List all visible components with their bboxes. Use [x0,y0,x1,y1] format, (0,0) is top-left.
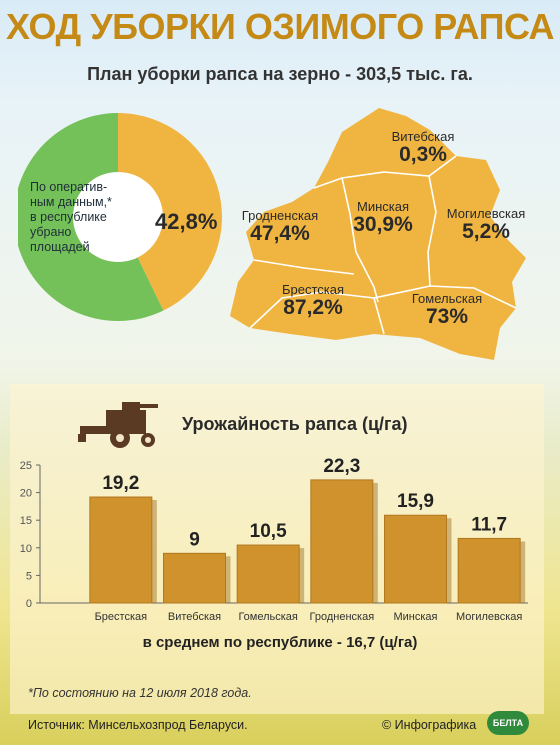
region-percent: 87,2% [283,296,343,319]
y-tick-label: 15 [20,515,32,527]
plan-subtitle: План уборки рапса на зерно - 303,5 тыс. … [87,64,473,84]
page-title: ХОД УБОРКИ ОЗИМОГО РАПСА [5,6,555,47]
bar-value-label: 19,2 [102,473,139,494]
donut-note-line: в республике [30,210,107,224]
donut-hole [73,172,163,262]
donut-note-line: По оператив- [30,180,108,194]
belarus-map [230,108,526,360]
region-grodno: Гродненская 47,4% [230,208,330,245]
category-label: Гродненская [310,611,375,623]
region-minsk: Минская 30,9% [338,199,428,236]
category-label: Гомельская [238,611,297,623]
region-name: Могилевская [446,206,526,221]
category-label: Витебская [168,611,221,623]
chart-title: Урожайность рапса (ц/га) [182,414,408,434]
region-name: Брестская [281,282,345,297]
belta-logo: БЕЛТА [487,711,529,735]
donut-note-line: площадей [30,240,90,254]
source-note: Источник: Минсельхозпрод Беларуси. [28,718,248,732]
bar-value-label: 9 [189,529,200,550]
region-name: Минская [356,199,409,214]
y-tick-label: 10 [20,543,32,555]
bar [310,479,374,604]
donut-harvested-slice [118,113,223,311]
bar-value-label: 22,3 [323,456,360,477]
average-yield: в среднем по республике - 16,7 (ц/га) [142,634,418,651]
bar-value-label: 10,5 [250,521,287,542]
category-label: Могилевская [456,611,522,623]
harvest-donut-chart [18,113,223,321]
region-name: Гомельская [411,291,483,306]
combine-harvester-icon [78,402,158,448]
region-borders [249,155,517,335]
region-vitebsk: Витебская 0,3% [383,129,463,166]
bar [89,496,153,604]
donut-percent-label: 42,8% [155,209,218,234]
region-name: Витебская [391,129,455,144]
region-percent: 5,2% [462,220,510,243]
region-mogilev: Могилевская 5,2% [436,206,536,243]
belarus-outline [230,108,526,360]
donut-note-line: ным данным,* [30,195,112,209]
bar [457,537,521,604]
infographic-credit: © Инфографика [382,718,477,732]
category-label: Минская [393,611,437,623]
bar [384,514,447,604]
y-tick-label: 20 [20,488,32,500]
region-gomel: Гомельская 73% [402,291,492,328]
region-name: Гродненская [241,208,319,223]
donut-note-line: убрано [30,225,72,239]
y-tick-label: 25 [20,460,32,472]
bar [163,552,226,604]
y-tick-label: 0 [26,598,32,610]
region-percent: 47,4% [250,222,310,245]
footnote: *По состоянию на 12 июля 2018 года. [28,686,252,700]
bar-value-label: 15,9 [397,491,434,512]
donut-note: По оператив- ным данным,* в республике у… [30,180,132,255]
region-percent: 30,9% [353,213,413,236]
region-percent: 0,3% [399,143,447,166]
bar-value-label: 11,7 [471,514,507,535]
y-tick-label: 5 [26,570,32,582]
category-label: Брестская [95,611,148,623]
bar [236,544,300,604]
region-percent: 73% [425,305,469,328]
region-brest: Брестская 87,2% [268,282,358,319]
